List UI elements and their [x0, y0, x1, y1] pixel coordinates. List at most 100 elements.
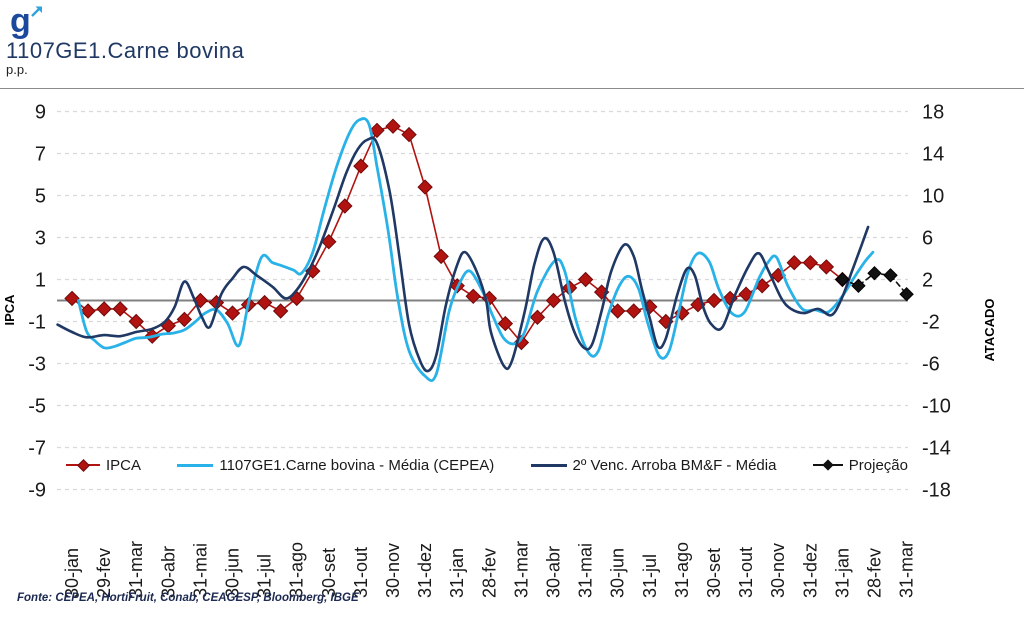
- data-point-diamond: [256, 294, 273, 311]
- data-point-diamond: [835, 272, 850, 287]
- x-tick-label: 30-jun: [223, 548, 243, 598]
- data-point-diamond: [80, 303, 96, 319]
- data-point-diamond: [786, 254, 802, 271]
- data-point-diamond: [433, 248, 449, 265]
- x-tick-label: 31-mar: [897, 541, 917, 598]
- legend-label: 1107GE1.Carne bovina - Média (CEPEA): [219, 456, 495, 474]
- data-point-diamond: [353, 158, 369, 174]
- left-axis-title: IPCA: [2, 294, 17, 326]
- data-point-diamond: [851, 278, 866, 294]
- data-point-diamond: [128, 313, 144, 330]
- data-point-diamond: [417, 179, 433, 195]
- x-tick-label: 28-fev: [865, 548, 885, 598]
- series-1107ge1-carne-bovina-m-dia-c: [77, 117, 875, 382]
- x-tick-label: 31-ago: [287, 542, 307, 598]
- legend-item-ipca: IPCA: [66, 457, 141, 474]
- data-point-diamond: [112, 301, 128, 317]
- gridlines: [57, 110, 908, 491]
- data-point-diamond: [369, 122, 385, 139]
- x-tick-label: 31-out: [351, 547, 371, 598]
- x-tick-label: 31-dez: [800, 543, 820, 598]
- data-point-diamond: [64, 290, 80, 307]
- legend-label: IPCA: [106, 456, 142, 474]
- x-tick-label: 30-jan: [62, 548, 82, 598]
- x-tick-label: 30-nov: [768, 543, 788, 598]
- x-tick-label: 31-dez: [415, 543, 435, 598]
- source-note: Fonte: CEPEA, HortiFruit, Conab, CEAGESP…: [17, 592, 359, 604]
- legend-item-projecao: Projeção: [812, 456, 908, 474]
- ipca-line-diamond-swatch-icon: [66, 458, 100, 472]
- left-tick-label: 5: [35, 186, 46, 208]
- unit-label: p.p.: [6, 62, 28, 77]
- right-axis-tick-labels: 18 14 10 6 2 -2 -6 -10 -14 -18: [922, 102, 951, 502]
- data-point-diamond: [802, 254, 819, 271]
- left-tick-label: -7: [28, 438, 46, 460]
- x-tick-label: 30-jun: [608, 548, 628, 598]
- right-tick-label: -14: [922, 438, 951, 460]
- right-tick-label: 2: [922, 270, 933, 292]
- x-tick-label: 31-mar: [126, 541, 146, 598]
- data-point-diamond: [288, 290, 305, 307]
- x-tick-label: 30-set: [319, 548, 339, 598]
- left-tick-label: -9: [28, 480, 46, 502]
- data-point-diamond: [160, 317, 177, 334]
- data-point-diamond: [176, 311, 193, 328]
- data-point-diamond: [321, 233, 337, 250]
- right-tick-label: 6: [922, 228, 933, 250]
- legend-item-cepea: 1107GE1.Carne bovina - Média (CEPEA): [177, 457, 494, 474]
- page-title: 1107GE1.Carne bovina: [6, 38, 245, 63]
- right-tick-label: 18: [922, 102, 944, 124]
- right-tick-label: 14: [922, 144, 944, 166]
- left-tick-label: 1: [35, 270, 46, 292]
- x-tick-label: 31-jul: [640, 554, 660, 598]
- x-tick-label: 31-jan: [447, 548, 467, 598]
- x-tick-label: 31-jul: [255, 554, 275, 598]
- logo-arrow-icon: [31, 6, 42, 17]
- chart-legend: IPCA 1107GE1.Carne bovina - Média (CEPEA…: [66, 451, 908, 479]
- data-point-diamond: [867, 265, 882, 281]
- x-tick-label: 31-jan: [832, 548, 852, 598]
- left-tick-label: 9: [35, 102, 46, 124]
- data-point-diamond: [224, 305, 241, 321]
- right-tick-label: -6: [922, 354, 940, 376]
- header-divider: [0, 88, 1024, 89]
- x-tick-label: 29-fev: [94, 548, 114, 598]
- data-point-diamond: [465, 288, 481, 305]
- right-tick-label: 10: [922, 186, 944, 208]
- legend-item-bmf: 2º Venc. Arroba BM&F - Média: [530, 456, 777, 474]
- data-point-diamond: [385, 118, 401, 134]
- legend-label: Projeção: [848, 456, 908, 474]
- left-tick-label: -1: [28, 312, 46, 334]
- data-point-diamond: [96, 301, 112, 317]
- data-point-diamond: [497, 315, 514, 332]
- data-point-diamond: [529, 309, 546, 326]
- legend-label: 2º Venc. Arroba BM&F - Média: [572, 456, 777, 474]
- series-2-venc-arroba-bm-f-m-dia: [56, 136, 870, 373]
- data-point-diamond: [899, 286, 914, 302]
- right-tick-label: -18: [922, 480, 951, 502]
- x-tick-label: 31-out: [736, 547, 756, 598]
- x-axis-labels: 30-jan 29-fev 31-mar 30-abr 31-mai 30-jun 31-j…: [62, 541, 917, 598]
- x-tick-label: 28-fev: [479, 548, 499, 598]
- data-point-diamond: [818, 259, 835, 275]
- data-point-diamond: [609, 303, 626, 319]
- data-point-diamond: [577, 271, 594, 288]
- logo-letter: g: [10, 2, 31, 40]
- left-tick-label: -3: [28, 354, 46, 376]
- left-tick-label: 3: [35, 228, 46, 250]
- cepea-line-swatch-icon: [177, 459, 214, 471]
- right-tick-label: -10: [922, 396, 951, 418]
- x-tick-label: 31-ago: [672, 542, 692, 598]
- right-tick-label: -2: [922, 312, 940, 334]
- data-point-diamond: [337, 198, 353, 214]
- brand-logo: g: [10, 4, 50, 42]
- x-tick-label: 31-mar: [511, 541, 531, 598]
- x-tick-label: 30-abr: [158, 546, 178, 598]
- data-point-diamond: [706, 292, 722, 309]
- x-tick-label: 30-nov: [383, 543, 403, 598]
- data-point-diamond: [626, 303, 642, 319]
- data-point-diamond: [883, 268, 898, 283]
- data-point-diamond: [545, 292, 562, 309]
